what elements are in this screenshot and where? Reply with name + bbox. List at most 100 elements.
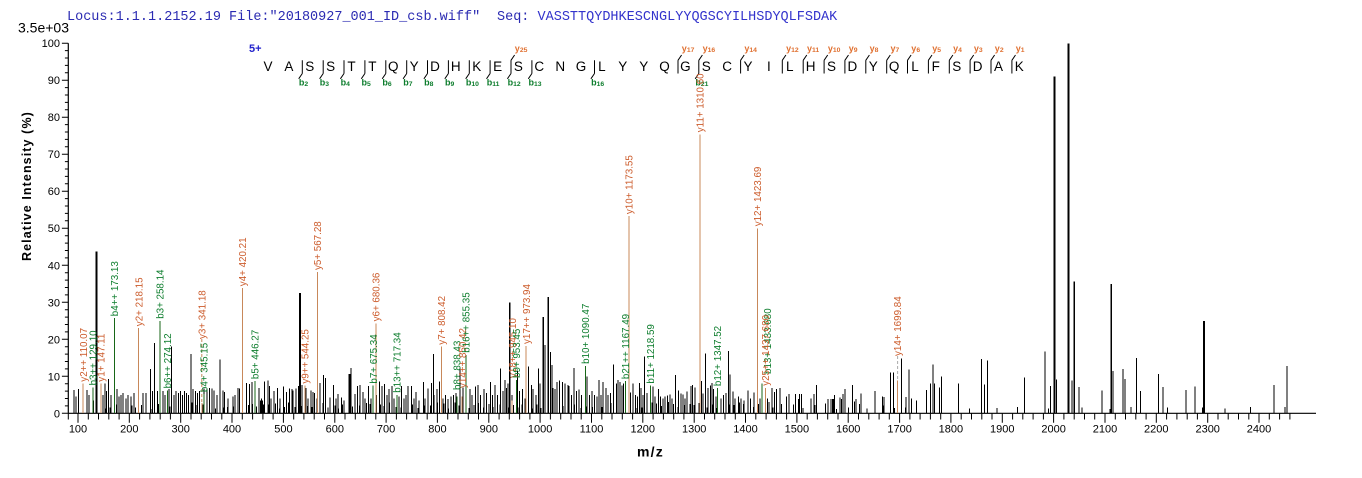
svg-text:b21: b21: [695, 78, 708, 89]
svg-text:1500: 1500: [785, 424, 809, 436]
svg-text:2300: 2300: [1195, 424, 1219, 436]
svg-text:y9: y9: [849, 44, 858, 55]
svg-text:L: L: [598, 59, 606, 74]
svg-text:b2: b2: [299, 78, 309, 89]
svg-text:1100: 1100: [580, 424, 604, 436]
svg-text:S: S: [326, 59, 335, 74]
svg-text:L: L: [911, 59, 919, 74]
svg-text:S: S: [514, 59, 523, 74]
svg-text:b5+ 446.27: b5+ 446.27: [251, 330, 262, 379]
svg-text:Y: Y: [743, 59, 752, 74]
svg-text:b12+ 1347.52: b12+ 1347.52: [713, 326, 724, 386]
svg-text:b13+ 1433.680: b13+ 1433.680: [763, 308, 774, 374]
svg-text:2100: 2100: [1093, 424, 1117, 436]
svg-text:1400: 1400: [733, 424, 757, 436]
svg-text:y6: y6: [911, 44, 920, 55]
svg-text:1000: 1000: [528, 424, 552, 436]
svg-text:b4++ 173.13: b4++ 173.13: [110, 261, 121, 317]
svg-text:N: N: [555, 59, 565, 74]
svg-text:b3+ 258.14: b3+ 258.14: [156, 269, 167, 319]
svg-text:2200: 2200: [1144, 424, 1168, 436]
svg-text:10: 10: [48, 371, 60, 383]
svg-text:100: 100: [69, 424, 87, 436]
svg-text:b7: b7: [403, 78, 413, 89]
svg-text:800: 800: [428, 424, 446, 436]
svg-text:T: T: [347, 59, 355, 74]
svg-text:y12: y12: [786, 44, 799, 55]
svg-text:I: I: [767, 59, 771, 74]
svg-text:2400: 2400: [1247, 424, 1271, 436]
svg-text:y14++ 850.42: y14++ 850.42: [458, 328, 469, 388]
svg-text:y17: y17: [682, 44, 695, 55]
svg-text:y2: y2: [995, 44, 1004, 55]
svg-text:0: 0: [54, 408, 60, 420]
svg-text:b13: b13: [529, 78, 542, 89]
svg-text:y14: y14: [744, 44, 757, 55]
svg-text:b16++ 855.35: b16++ 855.35: [462, 292, 473, 353]
svg-text:b8+ 838.43: b8+ 838.43: [453, 340, 464, 390]
svg-text:600: 600: [326, 424, 344, 436]
svg-text:500: 500: [274, 424, 292, 436]
svg-text:y16: y16: [703, 44, 716, 55]
svg-text:b9+ 953.45: b9+ 953.45: [512, 328, 523, 378]
svg-text:b13++ 717.34: b13++ 717.34: [393, 332, 404, 393]
svg-text:b8: b8: [424, 78, 434, 89]
svg-text:y3: y3: [974, 44, 983, 55]
svg-text:Relative Intensity (%): Relative Intensity (%): [20, 111, 34, 261]
svg-text:y9++ 544.25: y9++ 544.25: [300, 329, 311, 384]
svg-text:100: 100: [42, 38, 60, 50]
svg-text:Y: Y: [639, 59, 648, 74]
svg-text:G: G: [576, 59, 587, 74]
svg-text:50: 50: [48, 223, 60, 235]
svg-text:b10: b10: [466, 78, 479, 89]
svg-text:C: C: [534, 59, 544, 74]
svg-text:b11: b11: [487, 78, 500, 89]
svg-text:b4: b4: [341, 78, 351, 89]
svg-text:y2++ 110.07: y2++ 110.07: [79, 328, 90, 382]
svg-text:y18++ 945.10: y18++ 945.10: [508, 318, 519, 378]
svg-text:70: 70: [48, 149, 60, 161]
svg-text:b11+ 1218.59: b11+ 1218.59: [646, 324, 657, 383]
svg-text:Seq: VASSTTQYDHKESCNGLYYQGSCYI: Seq: VASSTTQYDHKESCNGLYYQGSCYILHSDYQLFSD…: [497, 10, 838, 25]
svg-text:S: S: [827, 59, 836, 74]
svg-text:F: F: [932, 59, 940, 74]
svg-text:b10+ 1090.47: b10+ 1090.47: [581, 304, 592, 364]
svg-text:90: 90: [48, 75, 60, 87]
svg-text:900: 900: [480, 424, 498, 436]
svg-text:20: 20: [48, 334, 60, 346]
svg-text:2000: 2000: [1041, 424, 1065, 436]
svg-text:D: D: [848, 59, 858, 74]
svg-text:Q: Q: [889, 59, 900, 74]
svg-text:y4+ 420.21: y4+ 420.21: [238, 237, 249, 286]
svg-text:b9: b9: [445, 78, 455, 89]
svg-text:Y: Y: [618, 59, 627, 74]
svg-text:400: 400: [223, 424, 241, 436]
svg-text:1700: 1700: [887, 424, 911, 436]
svg-text:D: D: [430, 59, 440, 74]
svg-text:y4: y4: [953, 44, 962, 55]
svg-text:V: V: [263, 59, 272, 74]
svg-text:b3++ 129.10: b3++ 129.10: [89, 330, 100, 386]
svg-text:E: E: [493, 59, 502, 74]
svg-text:60: 60: [48, 186, 60, 198]
svg-text:y3+ 341.18: y3+ 341.18: [197, 290, 208, 339]
svg-text:b4+ 345.15: b4+ 345.15: [200, 342, 211, 392]
svg-text:y10+ 1173.55: y10+ 1173.55: [624, 155, 635, 214]
svg-text:H: H: [806, 59, 816, 74]
svg-text:A: A: [284, 59, 293, 74]
svg-text:b12: b12: [508, 78, 521, 89]
svg-text:y12+ 1423.69: y12+ 1423.69: [753, 167, 764, 227]
svg-text:y7+ 808.42: y7+ 808.42: [437, 296, 448, 345]
svg-text:y8: y8: [870, 44, 879, 55]
svg-text:1200: 1200: [631, 424, 655, 436]
svg-text:S: S: [305, 59, 314, 74]
svg-text:b21++ 1167.49: b21++ 1167.49: [621, 314, 632, 379]
svg-text:K: K: [472, 59, 481, 74]
svg-text:b7+ 675.34: b7+ 675.34: [369, 334, 380, 384]
svg-text:m/z: m/z: [637, 444, 663, 460]
svg-text:Q: Q: [388, 59, 399, 74]
svg-text:T: T: [368, 59, 376, 74]
svg-text:1300: 1300: [682, 424, 706, 436]
svg-text:y2+ 218.15: y2+ 218.15: [134, 277, 145, 326]
svg-text:1800: 1800: [939, 424, 963, 436]
